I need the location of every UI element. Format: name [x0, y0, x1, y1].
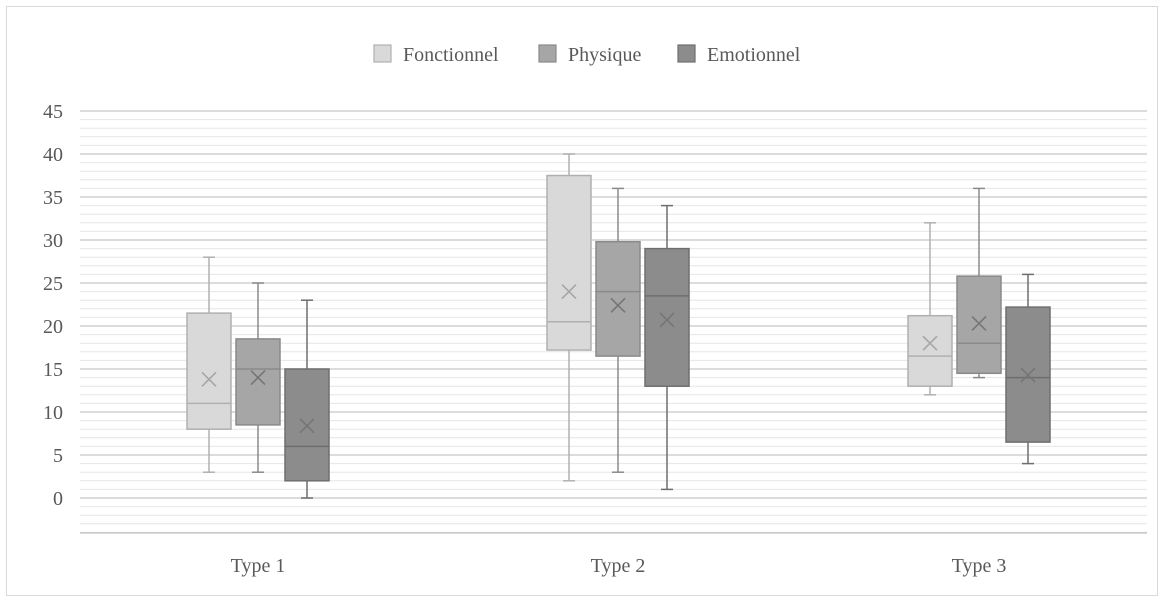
box-fonctionnel-3: [907, 222, 953, 396]
box-emotionnel-3: [1005, 273, 1051, 465]
legend-item-physique: Physique: [538, 44, 641, 66]
y-tick-label: 30: [43, 230, 63, 252]
box-iqr: [546, 174, 592, 351]
legend-label: Fonctionnel: [403, 44, 499, 66]
box-iqr: [907, 314, 953, 387]
y-tick-label: 45: [43, 101, 63, 123]
box-physique-1: [235, 282, 281, 473]
y-tick-label: 40: [43, 144, 63, 166]
y-tick-label: 35: [43, 187, 63, 209]
legend-label: Emotionnel: [707, 44, 801, 66]
mean-marker: [971, 315, 987, 331]
legend-item-emotionnel: Emotionnel: [677, 44, 801, 66]
x-category-label: Type 1: [231, 555, 286, 577]
box-iqr: [644, 247, 690, 387]
box-iqr: [235, 338, 281, 426]
mean-marker: [299, 418, 315, 434]
y-tick-label: 5: [53, 445, 63, 467]
box-fonctionnel-1: [186, 256, 232, 473]
legend-item-fonctionnel: Fonctionnel: [373, 44, 499, 66]
y-tick-label: 15: [43, 359, 63, 381]
box-iqr: [595, 240, 641, 357]
box-emotionnel-2: [644, 204, 690, 491]
y-tick-label: 25: [43, 273, 63, 295]
mean-marker: [1020, 367, 1036, 383]
legend: Fonctionnel Physique Emotionnel: [373, 44, 801, 66]
y-tick-label: 0: [53, 488, 63, 510]
box-fonctionnel-2: [546, 153, 592, 482]
mean-marker: [250, 370, 266, 386]
x-category-label: Type 2: [591, 555, 646, 577]
box-emotionnel-1: [284, 299, 330, 499]
y-tick-label: 20: [43, 316, 63, 338]
boxes: [186, 153, 1051, 499]
legend-swatch: [538, 44, 557, 63]
box-physique-2: [595, 187, 641, 473]
mean-marker: [922, 335, 938, 351]
legend-swatch: [677, 44, 696, 63]
y-tick-label: 10: [43, 402, 63, 424]
x-category-label: Type 3: [952, 555, 1007, 577]
y-axis-ticks: 0 5 10 15 20 25 30 35 40 45: [43, 101, 63, 510]
box-iqr: [956, 275, 1002, 375]
mean-marker: [201, 371, 217, 387]
mean-marker: [659, 312, 675, 328]
mean-marker: [561, 284, 577, 300]
legend-label: Physique: [568, 44, 641, 66]
mean-marker: [610, 297, 626, 313]
legend-swatch: [373, 44, 392, 63]
box-iqr: [186, 312, 232, 430]
x-axis-categories: Type 1 Type 2 Type 3: [231, 555, 1007, 577]
box-iqr: [284, 368, 330, 482]
box-physique-3: [956, 187, 1002, 379]
